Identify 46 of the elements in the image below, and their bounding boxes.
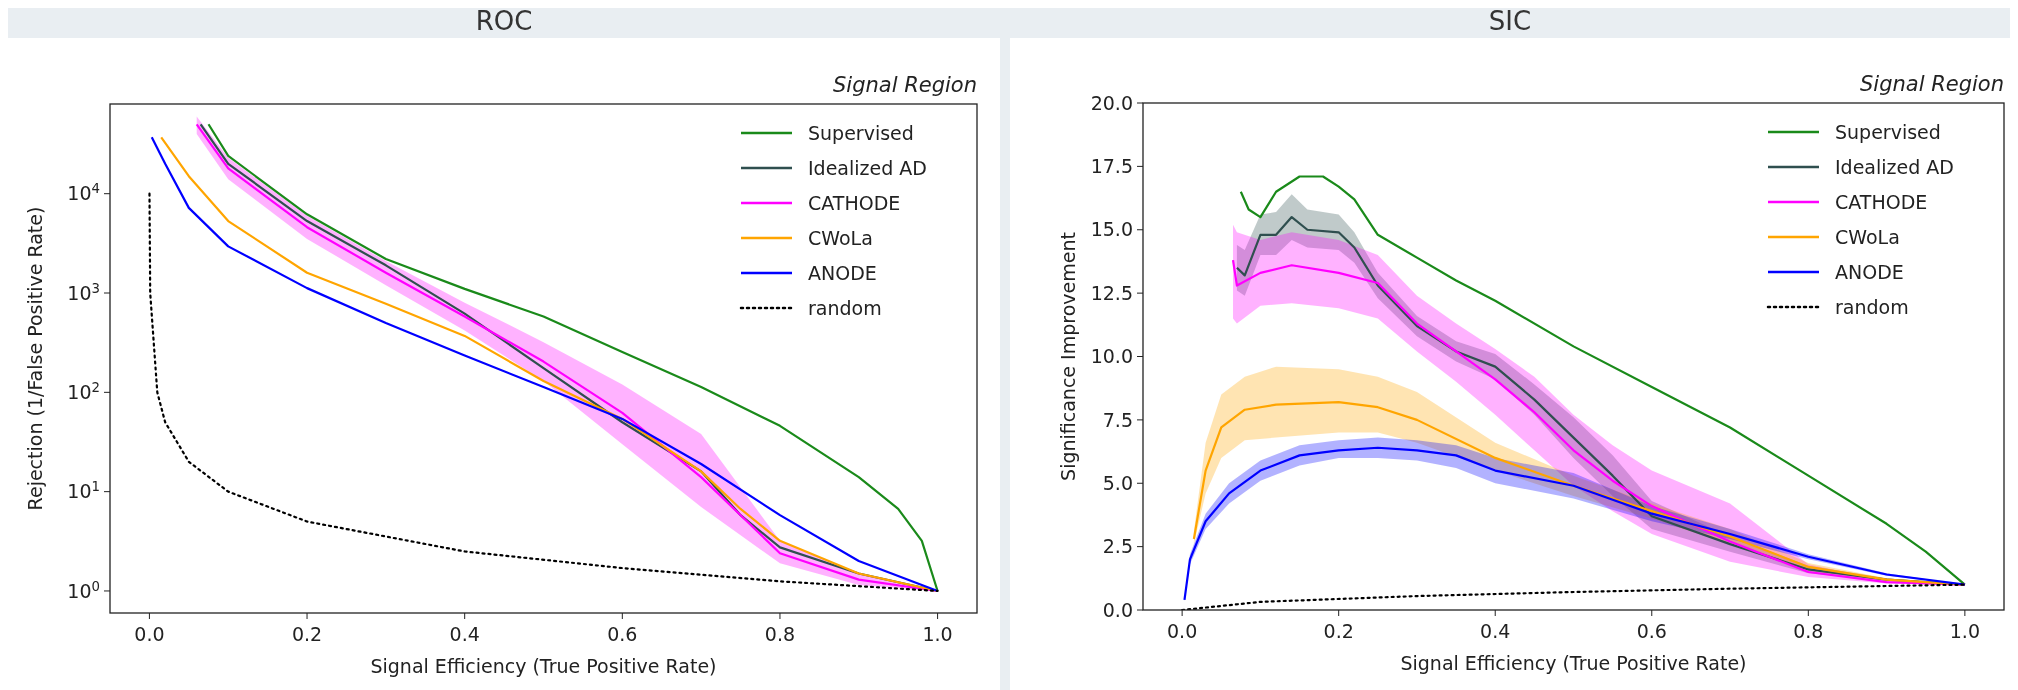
legend-label: CATHODE xyxy=(1835,190,1928,213)
legend-label: Supervised xyxy=(1835,120,1941,143)
y-tick-label: 10$^{1}$ xyxy=(67,478,100,503)
x-axis-title: Signal Efficiency (True Positive Rate) xyxy=(370,655,717,677)
legend-label: CWoLa xyxy=(1835,225,1900,248)
y-tick-label: 12.5 xyxy=(1090,281,1133,304)
x-tick-label: 0.6 xyxy=(1636,620,1667,642)
legend-label: Supervised xyxy=(808,121,914,144)
y-tick-label: 0.0 xyxy=(1102,598,1133,621)
legend-label: random xyxy=(1835,295,1909,318)
y-tick-label: 17.5 xyxy=(1090,155,1133,178)
y-tick-label: 10$^{0}$ xyxy=(67,578,100,602)
y-tick-label: 15.0 xyxy=(1090,218,1133,241)
legend-label: random xyxy=(808,296,882,319)
y-axis-title: Significance Improvement xyxy=(1057,232,1079,481)
legend-label: Idealized AD xyxy=(808,156,927,179)
y-tick-label: 10$^{4}$ xyxy=(67,180,100,205)
chart-title: ROC xyxy=(475,6,533,36)
x-tick-label: 0.4 xyxy=(449,623,480,645)
y-tick-label: 20.0 xyxy=(1090,91,1133,114)
chart-title: SIC xyxy=(1488,6,1532,36)
text: Signal Region xyxy=(832,73,977,97)
legend-label: CATHODE xyxy=(808,191,901,214)
text: Signal Region xyxy=(1859,72,2004,96)
y-tick-label: 2.5 xyxy=(1102,535,1133,558)
legend-label: ANODE xyxy=(808,261,877,284)
x-axis-title: Signal Efficiency (True Positive Rate) xyxy=(1400,652,1747,674)
y-tick-label: 10$^{2}$ xyxy=(67,379,100,403)
x-tick-label: 1.0 xyxy=(922,623,953,645)
x-tick-label: 1.0 xyxy=(1949,620,1980,642)
x-tick-label: 0.0 xyxy=(134,623,165,645)
legend-label: ANODE xyxy=(1835,260,1904,283)
y-tick-label: 10.0 xyxy=(1090,345,1133,368)
x-tick-label: 0.8 xyxy=(764,623,796,645)
legend-label: CWoLa xyxy=(808,226,873,249)
x-tick-label: 0.0 xyxy=(1167,620,1198,642)
x-tick-label: 0.8 xyxy=(1793,620,1824,642)
y-axis-title: Rejection (1/False Positive Rate) xyxy=(24,206,46,511)
x-tick-label: 0.4 xyxy=(1480,620,1511,642)
x-tick-label: 0.2 xyxy=(291,623,323,645)
x-tick-label: 0.6 xyxy=(607,623,638,645)
y-tick-label: 7.5 xyxy=(1102,408,1133,431)
legend-label: Idealized AD xyxy=(1835,155,1954,178)
x-tick-label: 0.2 xyxy=(1323,620,1354,642)
y-tick-label: 5.0 xyxy=(1102,471,1133,494)
y-tick-label: 10$^{3}$ xyxy=(67,280,100,304)
